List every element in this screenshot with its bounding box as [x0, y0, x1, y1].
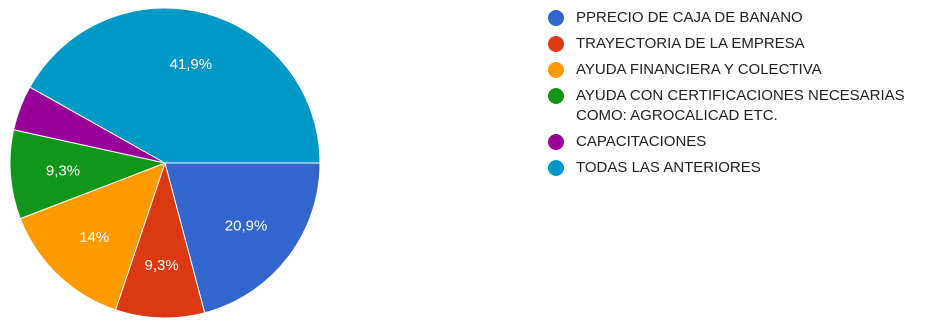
legend-item-2[interactable]: AYUDA FINANCIERA Y COLECTIVA [548, 60, 945, 80]
chart-legend: PPRECIO DE CAJA DE BANANO TRAYECTORIA DE … [548, 8, 945, 184]
legend-item-3[interactable]: AYUDA CON CERTIFICACIONES NECESARIAS COM… [548, 86, 945, 126]
legend-item-0[interactable]: PPRECIO DE CAJA DE BANANO [548, 8, 945, 28]
legend-label: TRAYECTORIA DE LA EMPRESA [576, 35, 805, 52]
slice-value-label-3: 9,3% [46, 163, 80, 180]
legend-item-5[interactable]: TODAS LAS ANTERIORES [548, 158, 945, 178]
legend-label: TODAS LAS ANTERIORES [576, 159, 761, 176]
legend-swatch-icon [548, 88, 564, 104]
legend-item-4[interactable]: CAPACITACIONES [548, 132, 945, 152]
pie-slice-0[interactable] [164, 162, 321, 314]
legend-label: PPRECIO DE CAJA DE BANANO [576, 9, 803, 26]
slice-value-label-0: 20,9% [225, 217, 268, 234]
legend-swatch-icon [548, 62, 564, 78]
slice-value-label-5: 41,9% [170, 56, 213, 73]
legend-swatch-icon [548, 36, 564, 52]
legend-swatch-icon [548, 10, 564, 26]
legend-item-1[interactable]: TRAYECTORIA DE LA EMPRESA [548, 34, 945, 54]
legend-label: AYUDA CON CERTIFICACIONES NECESARIAS COM… [576, 87, 905, 124]
pie-slice-3[interactable] [9, 129, 167, 220]
legend-label: AYUDA FINANCIERA Y COLECTIVA [576, 61, 822, 78]
legend-label: CAPACITACIONES [576, 133, 707, 150]
pie-slice-2[interactable] [19, 162, 166, 311]
pie-chart-svg: 20,9% 9,3% 14% 9,3% 41,9% [9, 7, 321, 319]
pie-slice-5[interactable] [29, 7, 321, 164]
slice-value-label-2: 14% [79, 229, 109, 246]
pie-slice-1[interactable] [114, 161, 206, 319]
legend-swatch-icon [548, 160, 564, 176]
slice-value-label-1: 9,3% [145, 257, 179, 274]
legend-swatch-icon [548, 134, 564, 150]
